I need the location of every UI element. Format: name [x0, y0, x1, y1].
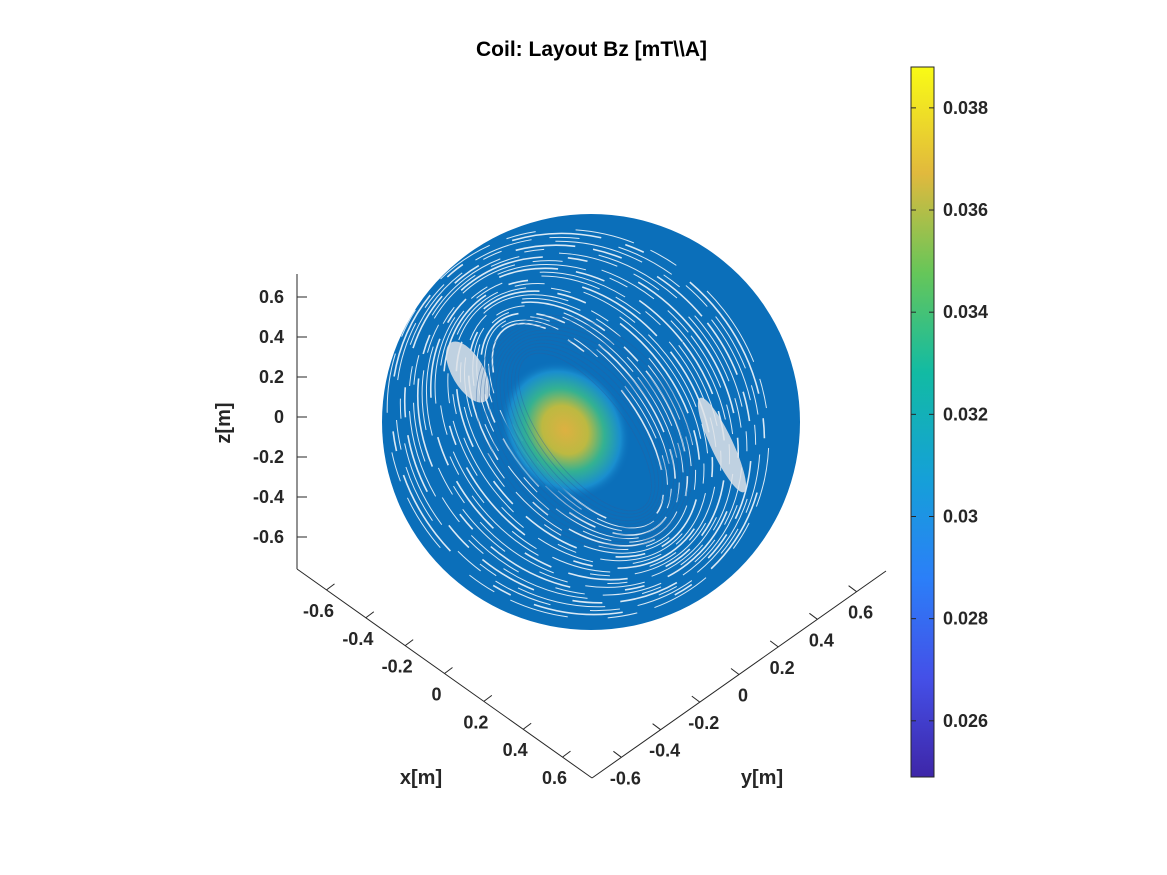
chart-title: Coil: Layout Bz [mT\\A]: [476, 38, 707, 61]
hotspot-windings: [475, 315, 695, 549]
colorbar: 0.038 0.036 0.034 0.032 0.03 0.028 0.026: [910, 66, 988, 778]
y-tick-label: 0.6: [848, 603, 873, 623]
z-tick-label: 0.6: [259, 287, 284, 307]
hotspot-loop: [495, 332, 675, 532]
coil-loop: [425, 264, 731, 584]
z-tick-label: -0.2: [253, 447, 284, 467]
coil-loop: [386, 229, 770, 619]
gap-lobe-right: [697, 397, 747, 493]
colorbar-gradient: [910, 66, 935, 778]
coil-loop: [451, 286, 705, 562]
x-tick: [404, 639, 414, 647]
y-tick-label: -0.6: [610, 768, 641, 788]
y-tick: [848, 585, 857, 593]
coil-loop: [390, 232, 766, 616]
hotspot-loop: [479, 318, 691, 546]
z-tick-label: 0.4: [259, 327, 284, 347]
hotspot-loop: [514, 349, 656, 515]
coil-loop: [421, 260, 735, 588]
coil-loop: [447, 283, 709, 565]
z-axis-label: z[m]: [213, 402, 235, 443]
x-tick: [483, 694, 493, 702]
hotspot-loop: [487, 325, 683, 539]
x-tick-label: -0.6: [303, 601, 334, 621]
x-axis-label: x[m]: [400, 767, 442, 789]
coil-loop: [459, 294, 697, 554]
coil-loop: [464, 297, 692, 551]
coil-loop: [455, 290, 701, 558]
coil-loop: [403, 244, 753, 604]
coil-loop: [442, 278, 714, 570]
colorbar-tick-label: 0.03: [943, 506, 978, 526]
x-tick-label: 0.6: [542, 768, 567, 788]
y-tick: [730, 668, 740, 675]
x-tick-label: 0.4: [503, 740, 528, 760]
coil-loop: [472, 305, 684, 543]
y-tick: [691, 695, 701, 703]
colorbar-tick-label: 0.034: [943, 302, 988, 322]
coil-loop: [476, 308, 680, 540]
coil-loop: [416, 255, 740, 593]
coil-loop: [467, 301, 689, 547]
y-tick: [769, 640, 779, 648]
hotspot-loop: [507, 342, 663, 522]
y-tick: [652, 723, 661, 731]
hotspot-loop: [475, 315, 695, 549]
coil-loop: [399, 240, 757, 608]
x-tick: [326, 583, 335, 591]
y-tick: [613, 750, 622, 758]
y-tick: [809, 612, 818, 620]
colorbar-tick-label: 0.026: [943, 711, 988, 731]
hotspot-loop: [510, 346, 660, 518]
colorbar-tick-label: 0.028: [943, 609, 988, 629]
coil-surface: [382, 214, 800, 630]
x-tick: [444, 667, 453, 674]
y-tick-label: -0.4: [649, 741, 680, 761]
z-tick-label: -0.4: [253, 487, 284, 507]
hotspot-loop: [491, 329, 679, 535]
y-axis-label: y[m]: [741, 767, 783, 789]
coil-loop: [434, 271, 722, 577]
field-hotspot: [499, 361, 631, 499]
hotspot-loop: [483, 322, 687, 542]
coil-loop: [438, 275, 718, 573]
z-tick-label: -0.6: [253, 527, 284, 547]
y-tick-label: 0.4: [809, 630, 834, 650]
z-tick-label: 0.2: [259, 367, 284, 387]
x-tick-label: -0.2: [382, 657, 413, 677]
x-tick-label: 0: [431, 685, 441, 705]
y-tick-label: -0.2: [688, 713, 719, 733]
colorbar-tick-label: 0.038: [943, 98, 988, 118]
colorbar-tick-label: 0.036: [943, 200, 988, 220]
coil-loop: [429, 267, 727, 581]
coil-loop: [395, 236, 761, 612]
gap-lobe-left: [446, 341, 490, 403]
y-tick-label: 0: [738, 686, 748, 706]
y-tick-label: 0.2: [770, 658, 795, 678]
hotspot-loop: [503, 339, 667, 525]
x-tick: [365, 611, 375, 619]
coil-loop: [412, 252, 744, 596]
colorbar-tick-label: 0.032: [943, 404, 988, 424]
z-tick-label: 0: [274, 407, 284, 427]
hotspot-loop: [499, 336, 671, 528]
coil-loop: [408, 248, 748, 600]
hotspot-loop: [518, 352, 652, 512]
x-tick-label: -0.4: [342, 629, 373, 649]
x-tick: [562, 750, 571, 758]
x-tick-label: 0.2: [463, 712, 488, 732]
x-tick: [522, 722, 532, 730]
